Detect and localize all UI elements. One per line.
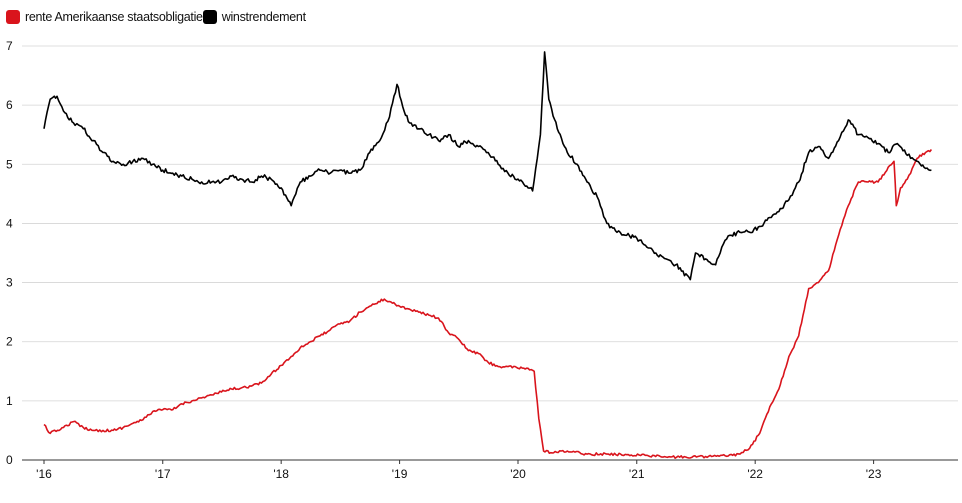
x-tick-label: '16 [36,467,52,481]
legend-label-treasury: rente Amerikaanse staatsobligatie [25,10,203,24]
y-axis-ticks: 0 1 2 3 4 5 6 7 [6,39,13,467]
y-tick-label: 6 [6,98,13,112]
x-tick-label: '17 [155,467,171,481]
y-tick-label: 4 [6,216,13,230]
legend-label-earnings-yield: winstrendement [221,10,306,24]
x-tick-label: '22 [747,467,763,481]
series-line-earnings-yield [43,51,932,281]
chart-legend: rente Amerikaanse staatsobligatie winstr… [6,8,306,26]
grid-lines [22,45,958,461]
y-tick-label: 5 [6,157,13,171]
x-tick-label: '21 [629,467,645,481]
x-axis-ticks: '16 '17 '18 '19 '20 '21 '22 '23 [36,460,882,481]
y-tick-label: 7 [6,39,13,53]
x-tick-label: '19 [392,467,408,481]
y-tick-label: 0 [6,453,13,467]
legend-swatch-treasury [6,10,20,24]
series-lines [43,51,933,459]
x-tick-label: '23 [866,467,882,481]
y-tick-label: 1 [6,394,13,408]
y-tick-label: 2 [6,335,13,349]
legend-swatch-earnings-yield [202,10,217,24]
x-tick-label: '20 [510,467,526,481]
series-line-treasury-yield [43,149,933,459]
legend-item-earnings-yield: winstrendement [202,10,306,24]
legend-item-treasury: rente Amerikaanse staatsobligatie [6,10,203,24]
y-tick-label: 3 [6,276,13,290]
x-tick-label: '18 [273,467,289,481]
